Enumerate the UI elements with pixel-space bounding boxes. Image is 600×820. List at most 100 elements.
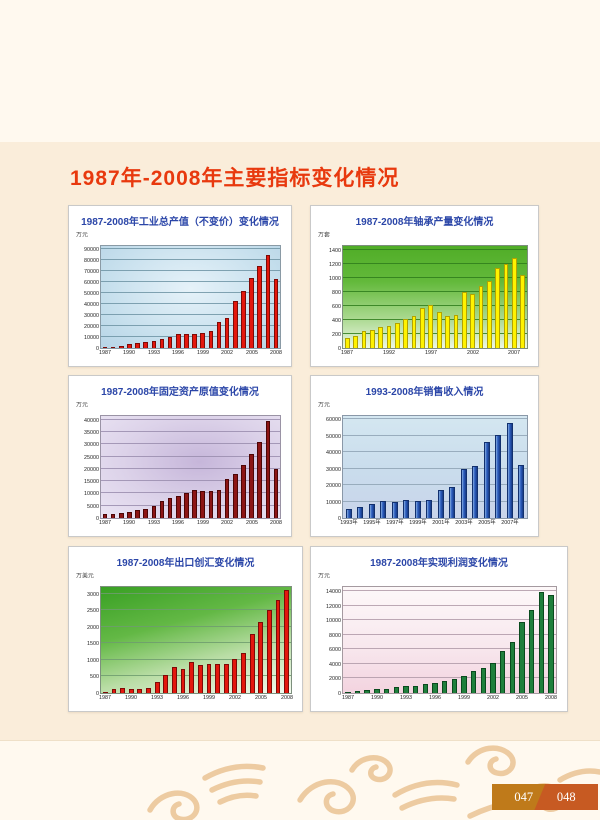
y-axis-unit-label: 万元 <box>318 401 330 408</box>
y-axis-unit-label: 万套 <box>318 231 330 238</box>
x-axis-label: 2002 <box>487 694 500 701</box>
gridline <box>343 604 556 606</box>
bar <box>224 478 230 518</box>
chart-title: 1987-2008年出口创汇变化情况 <box>116 558 255 569</box>
x-axis-label: 2008 <box>280 694 293 701</box>
x-axis-label: 1987 <box>99 519 112 526</box>
bar <box>257 266 262 348</box>
gridline <box>343 619 556 621</box>
bar <box>146 687 151 693</box>
gridline <box>101 609 291 611</box>
x-axis-label: 1999年 <box>409 519 427 526</box>
x-axis-label: 1993 <box>399 694 412 701</box>
bar <box>368 504 375 518</box>
y-axis-label: 20000 <box>83 465 99 472</box>
y-axis-label: 60000 <box>325 416 341 423</box>
y-axis-label: 35000 <box>83 428 99 435</box>
x-axis-label: 1990 <box>125 694 138 701</box>
bar <box>518 465 525 518</box>
gridline <box>101 625 291 627</box>
x-axis-label: 2008 <box>269 349 282 356</box>
bar <box>364 690 370 693</box>
bar <box>151 506 157 518</box>
gridline <box>101 504 280 506</box>
bar <box>102 692 108 693</box>
bar <box>206 663 212 693</box>
bar <box>369 330 375 348</box>
bar <box>127 344 132 348</box>
bar <box>232 473 238 518</box>
y-axis-label: 0 <box>337 515 341 521</box>
x-axis-label: 2005 <box>245 349 258 356</box>
x-axis-label: 1996 <box>177 694 190 701</box>
y-axis-label: 50000 <box>83 290 99 297</box>
x-axis-label: 2002 <box>228 694 241 701</box>
y-axis-label: 70000 <box>83 268 99 275</box>
gridline <box>101 281 280 283</box>
x-axis-label: 2008 <box>269 519 282 526</box>
y-axis-unit-label: 万美元 <box>76 572 94 579</box>
chart-title: 1987-2008年实现利润变化情况 <box>370 558 508 569</box>
y-axis-label: 400 <box>331 317 341 324</box>
bar <box>395 322 400 348</box>
page-number-badge: 047 048 <box>492 784 598 810</box>
bar <box>215 663 220 693</box>
bar <box>257 442 262 518</box>
gridline <box>343 277 527 279</box>
bar <box>184 493 189 518</box>
bar <box>135 343 140 348</box>
bar <box>461 676 467 693</box>
y-axis-label: 500 <box>89 673 99 680</box>
bar <box>159 501 165 518</box>
bar <box>192 333 197 348</box>
x-axis-label: 2002 <box>221 519 234 526</box>
bar <box>241 653 246 693</box>
bar <box>159 339 165 348</box>
gridline <box>101 480 280 482</box>
bar <box>403 686 409 693</box>
y-axis-label: 30000 <box>83 312 99 319</box>
gridline <box>343 484 527 486</box>
top-margin-band <box>0 0 600 142</box>
bar <box>200 333 205 348</box>
bar <box>176 334 181 348</box>
x-axis-label: 2002 <box>466 349 479 356</box>
gridline <box>101 259 280 261</box>
y-axis-label: 6000 <box>328 646 341 653</box>
bar <box>275 600 281 693</box>
gridline <box>101 642 291 644</box>
bar <box>354 690 361 693</box>
x-axis-label: 2001年 <box>432 519 450 526</box>
x-axis-label: 2005 <box>254 694 267 701</box>
bar <box>538 592 545 693</box>
chart-title: 1993-2008年销售收入情况 <box>365 387 484 398</box>
bar <box>266 610 272 693</box>
y-axis-label: 40000 <box>83 301 99 308</box>
x-axis-label: 2005年 <box>478 519 496 526</box>
bar <box>216 321 222 348</box>
bar <box>102 514 108 518</box>
bar <box>151 340 157 348</box>
x-axis-label: 1995年 <box>363 519 381 526</box>
gridline <box>101 248 280 250</box>
gridline <box>101 418 280 420</box>
bar <box>216 490 222 518</box>
bar <box>445 315 450 348</box>
bar <box>490 663 496 693</box>
bar <box>258 621 264 693</box>
chart-card-profit: 1987-2008年实现利润变化情况 万元 0 2000 4000 6000 8000 1… <box>310 546 568 712</box>
bar <box>461 292 467 348</box>
bar <box>548 595 554 693</box>
y-axis-label: 0 <box>95 515 99 521</box>
bar <box>449 487 456 518</box>
bar <box>422 684 428 693</box>
bar <box>167 497 173 518</box>
bar <box>483 442 490 518</box>
y-axis-label: 1000 <box>328 275 341 282</box>
page-number-right-block: 048 <box>534 784 598 810</box>
bar <box>284 590 290 693</box>
gridline <box>343 677 556 679</box>
x-axis-label: 1987 <box>99 349 112 356</box>
gridline <box>343 319 527 321</box>
y-axis-label: 30000 <box>325 465 341 472</box>
